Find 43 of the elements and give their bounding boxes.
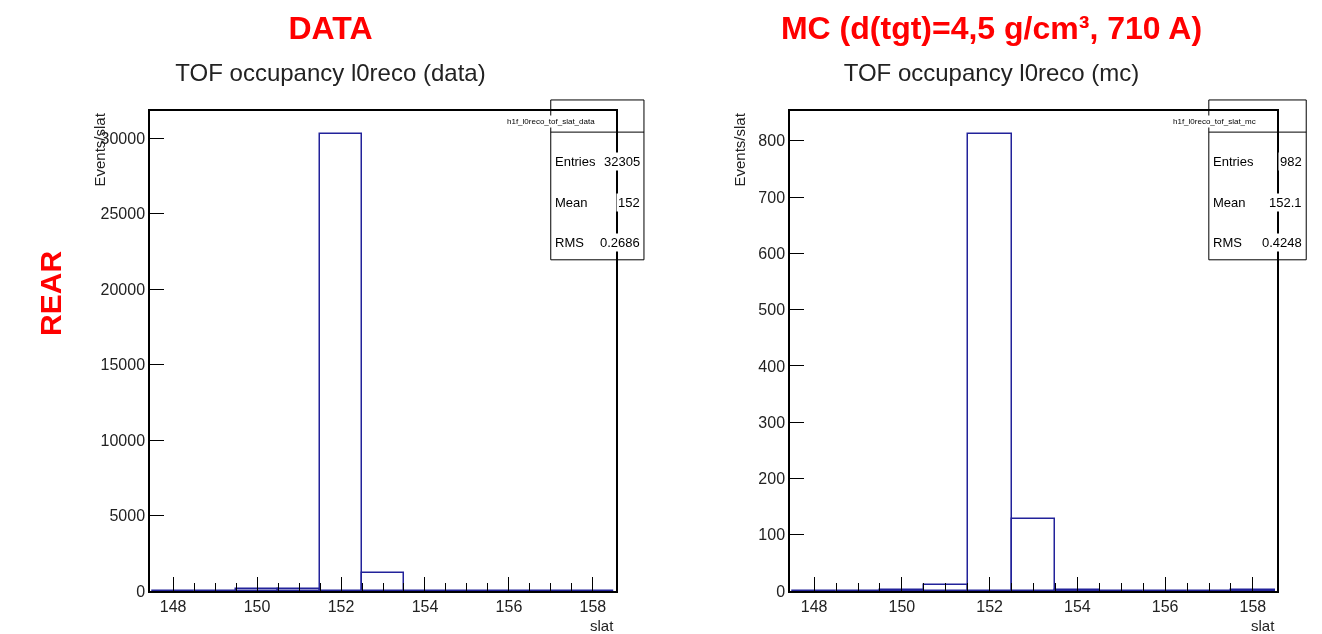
y-tick-label: 0 (136, 582, 146, 600)
text: REAR (34, 250, 68, 336)
text: RMS 0.4248 (1213, 235, 1302, 250)
y-tick-label: 500 (758, 301, 786, 319)
x-axis-title: slat (590, 617, 615, 634)
y-tick-label: 5000 (109, 507, 146, 525)
x-tick-label: 150 (888, 597, 916, 615)
x-tick-label: 152 (327, 597, 355, 615)
chart-title: MC (d(tgt)=4,5 g/cm³, 710 A) (779, 9, 1204, 48)
y-tick-label: 400 (758, 357, 786, 375)
y-tick-label: 20000 (100, 280, 146, 298)
text: Entries 982 (1213, 154, 1302, 169)
y-tick-label: 700 (758, 188, 786, 206)
x-tick-label: 156 (1151, 597, 1179, 615)
annotation: h1f_l0reco_tof_slat_mc (1173, 117, 1256, 126)
text: Mean 152.1 (1213, 195, 1302, 210)
y-tick-label: 100 (758, 526, 786, 544)
y-tick-label: 300 (758, 413, 786, 431)
x-tick-label: 158 (1239, 597, 1267, 615)
y-tick-label: 10000 (100, 431, 146, 449)
y-tick-label: 800 (758, 132, 786, 150)
chart-subtitle: TOF occupancy l0reco (data) (174, 58, 487, 88)
x-tick-label: 154 (411, 597, 439, 615)
y-tick-label: 25000 (100, 205, 146, 223)
chart-subtitle: TOF occupancy l0reco (mc) (842, 58, 1141, 88)
x-tick-label: 148 (800, 597, 828, 615)
x-tick-label: 150 (243, 597, 271, 615)
chart-title: DATA (287, 9, 374, 48)
x-axis-title: slat (1251, 617, 1276, 634)
text: Mean 152 (555, 195, 640, 210)
y-tick-label: 0 (776, 582, 786, 600)
x-tick-label: 158 (579, 597, 607, 615)
y-axis-title: Events/slat (730, 112, 748, 187)
annotation: h1f_l0reco_tof_slat_data (507, 117, 596, 126)
x-tick-label: 152 (976, 597, 1004, 615)
annotation: Entries 32305 (555, 154, 641, 169)
text: RMS 0.2686 (555, 235, 640, 250)
y-tick-label: 600 (758, 244, 786, 262)
y-tick-label: 15000 (100, 356, 146, 374)
x-tick-label: 156 (495, 597, 523, 615)
x-tick-label: 154 (1064, 597, 1091, 615)
x-tick-label: 148 (159, 597, 187, 615)
y-tick-label: 200 (758, 470, 786, 488)
